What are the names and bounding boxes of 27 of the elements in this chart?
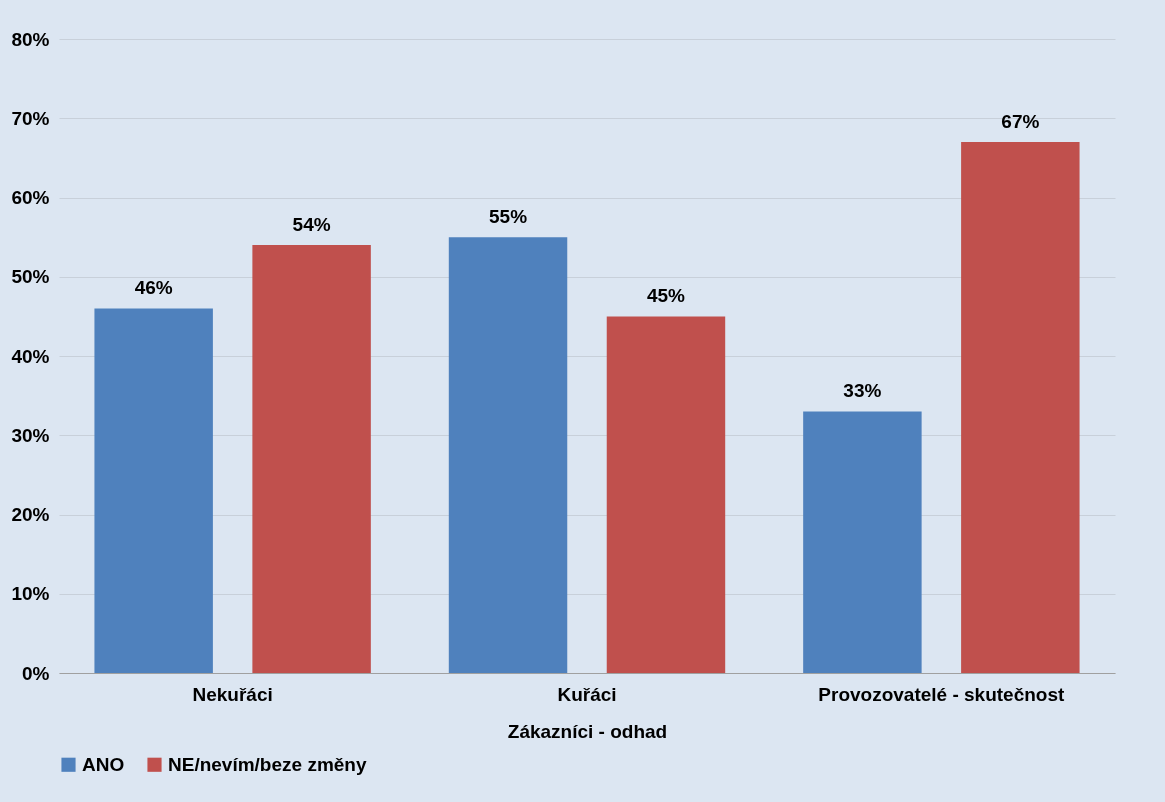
- x-tick-label: Provozovatelé - skutečnost: [818, 683, 1066, 705]
- y-tick-label: 80%: [11, 28, 50, 50]
- data-label: 67%: [1001, 111, 1040, 133]
- bar: [803, 411, 922, 673]
- data-label: 45%: [646, 285, 686, 307]
- legend-label: ANO: [82, 753, 125, 775]
- y-tick-label: 30%: [11, 424, 50, 446]
- data-label: 54%: [292, 214, 331, 236]
- x-axis-title: Zákazníci - odhad: [507, 720, 668, 742]
- legend-label: NE/nevím/beze změny: [168, 753, 367, 775]
- bar: [252, 245, 371, 673]
- data-label: 46%: [134, 277, 173, 299]
- y-tick-label: 40%: [11, 345, 50, 367]
- data-label: 55%: [489, 206, 528, 228]
- bar: [606, 316, 726, 673]
- bar: [94, 308, 213, 673]
- data-label: 33%: [843, 380, 882, 402]
- y-tick-label: 70%: [11, 107, 50, 129]
- y-tick-label: 0%: [22, 662, 50, 684]
- x-tick-label: Nekuřáci: [192, 683, 273, 705]
- y-tick-label: 10%: [11, 583, 50, 605]
- x-tick-label: Kuřáci: [557, 683, 617, 705]
- y-tick-label: 60%: [11, 187, 50, 208]
- bar: [961, 142, 1080, 673]
- bar: [448, 237, 568, 673]
- y-tick-label: 20%: [11, 504, 50, 525]
- y-tick-label: 50%: [11, 266, 50, 288]
